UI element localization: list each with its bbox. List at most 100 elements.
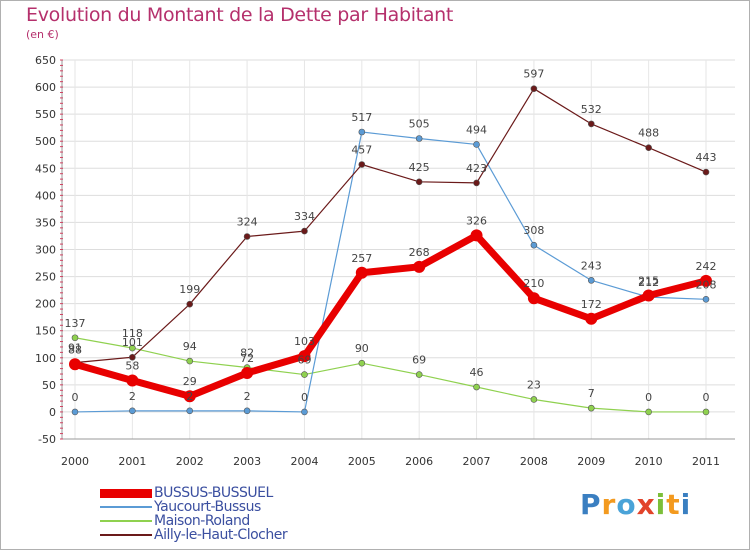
x-tick-label: 2000	[61, 455, 89, 468]
data-point-yaucourt-bussus	[473, 141, 480, 148]
data-label-yaucourt-bussus: 0	[72, 391, 79, 404]
data-point-maison-roland	[702, 408, 710, 416]
x-tick-label: 2006	[405, 455, 433, 468]
data-label-bussus-bussuel: 103	[294, 335, 315, 348]
data-label-ailly-le-haut-clocher: 91	[68, 342, 82, 355]
y-tick-label: 200	[35, 298, 56, 311]
legend-swatch-maison-roland	[100, 520, 152, 522]
data-point-yaucourt-bussus	[129, 407, 136, 415]
data-label-maison-roland: 0	[703, 391, 710, 404]
data-point-bussus-bussuel	[241, 366, 254, 379]
data-label-maison-roland: 69	[297, 354, 311, 367]
data-label-ailly-le-haut-clocher: 324	[237, 216, 258, 229]
data-label-ailly-le-haut-clocher: 597	[523, 68, 544, 81]
x-tick-label: 2007	[463, 455, 491, 468]
legend-label-ailly-le-haut-clocher: Ailly-le-Haut-Clocher	[154, 527, 288, 543]
data-label-bussus-bussuel: 242	[696, 260, 717, 273]
data-point-yaucourt-bussus	[415, 135, 423, 142]
data-label-bussus-bussuel: 72	[240, 352, 254, 365]
data-point-maison-roland	[301, 371, 308, 378]
data-label-yaucourt-bussus: 208	[696, 278, 717, 291]
data-label-bussus-bussuel: 172	[581, 298, 602, 311]
legend-label-bussus-bussuel: BUSSUS-BUSSUEL	[154, 485, 273, 501]
data-point-bussus-bussuel	[413, 260, 426, 273]
series-line-maison-roland	[74, 337, 706, 413]
data-point-yaucourt-bussus	[702, 296, 710, 303]
data-label-bussus-bussuel: 326	[466, 214, 487, 227]
y-tick-label: 300	[35, 244, 56, 257]
y-tick-label: 100	[35, 352, 56, 365]
data-point-bussus-bussuel	[585, 312, 598, 325]
x-tick-label: 2011	[692, 455, 720, 468]
data-point-bussus-bussuel	[470, 229, 483, 242]
data-point-maison-roland	[530, 396, 538, 403]
data-point-maison-roland	[186, 357, 194, 365]
y-tick-label: 400	[35, 189, 56, 202]
data-point-ailly-le-haut-clocher	[645, 144, 652, 152]
chart-subtitle: (en €)	[26, 28, 59, 41]
legend-label-yaucourt-bussus: Yaucourt-Bussus	[154, 499, 261, 515]
data-point-bussus-bussuel	[700, 274, 712, 287]
chart-title: Evolution du Montant de la Dette par Hab…	[26, 4, 454, 26]
y-tick-label: 350	[35, 216, 56, 229]
data-label-maison-roland: 0	[645, 391, 652, 404]
data-label-ailly-le-haut-clocher: 101	[122, 336, 143, 349]
data-point-yaucourt-bussus	[186, 407, 194, 415]
data-label-yaucourt-bussus: 2	[129, 390, 136, 403]
data-point-maison-roland	[473, 383, 480, 391]
data-label-bussus-bussuel: 210	[523, 277, 544, 290]
data-label-maison-roland: 23	[527, 378, 541, 391]
legend-swatch-bussus-bussuel	[100, 489, 152, 498]
data-label-ailly-le-haut-clocher: 334	[294, 210, 315, 223]
data-label-yaucourt-bussus: 308	[523, 224, 544, 237]
data-label-maison-roland: 90	[355, 342, 369, 355]
data-label-maison-roland: 137	[65, 317, 86, 330]
y-tick-label: 600	[35, 81, 56, 94]
y-tick-label: 150	[35, 325, 56, 338]
data-point-bussus-bussuel	[69, 358, 81, 371]
legend-swatch-yaucourt-bussus	[100, 506, 152, 508]
data-label-ailly-le-haut-clocher: 425	[409, 161, 430, 174]
data-point-bussus-bussuel	[527, 292, 540, 305]
data-label-maison-roland: 69	[412, 354, 426, 367]
data-label-ailly-le-haut-clocher: 423	[466, 162, 487, 175]
data-label-yaucourt-bussus: 212	[638, 276, 659, 289]
data-label-yaucourt-bussus: 505	[409, 118, 430, 131]
data-label-ailly-le-haut-clocher: 488	[638, 127, 659, 140]
data-point-yaucourt-bussus	[243, 407, 251, 415]
data-label-bussus-bussuel: 268	[409, 246, 430, 259]
data-label-maison-roland: 82	[240, 347, 254, 360]
data-point-maison-roland	[645, 408, 652, 416]
data-point-ailly-le-haut-clocher	[186, 300, 194, 308]
data-point-maison-roland	[587, 404, 595, 412]
data-label-yaucourt-bussus: 2	[244, 390, 251, 403]
data-label-yaucourt-bussus: 494	[466, 123, 487, 136]
data-label-ailly-le-haut-clocher: 532	[581, 103, 602, 116]
y-tick-label: 50	[42, 379, 56, 392]
data-label-bussus-bussuel: 88	[68, 343, 82, 356]
x-tick-label: 2004	[290, 455, 318, 468]
data-label-maison-roland: 94	[183, 340, 197, 353]
x-tick-label: 2002	[176, 455, 204, 468]
series-line-ailly-le-haut-clocher	[74, 88, 707, 364]
data-point-bussus-bussuel	[298, 350, 311, 363]
data-point-ailly-le-haut-clocher	[301, 227, 308, 235]
x-tick-label: 2001	[118, 455, 146, 468]
data-point-ailly-le-haut-clocher	[473, 179, 480, 187]
data-label-bussus-bussuel: 215	[638, 275, 659, 288]
y-tick-label: 0	[49, 406, 56, 419]
data-point-ailly-le-haut-clocher	[243, 233, 251, 240]
x-tick-label: 2008	[520, 455, 548, 468]
series-line-yaucourt-bussus	[74, 131, 707, 413]
data-label-bussus-bussuel: 257	[351, 252, 372, 265]
series-line-bussus-bussuel	[74, 231, 707, 400]
x-tick-label: 2005	[348, 455, 376, 468]
data-point-bussus-bussuel	[642, 289, 655, 302]
legend-swatch-ailly-le-haut-clocher	[100, 534, 152, 536]
y-tick-label: 500	[35, 135, 56, 148]
x-tick-label: 2010	[635, 455, 663, 468]
x-tick-label: 2003	[233, 455, 261, 468]
data-point-bussus-bussuel	[126, 374, 139, 387]
y-tick-label: 450	[35, 162, 56, 175]
data-point-ailly-le-haut-clocher	[587, 120, 595, 128]
